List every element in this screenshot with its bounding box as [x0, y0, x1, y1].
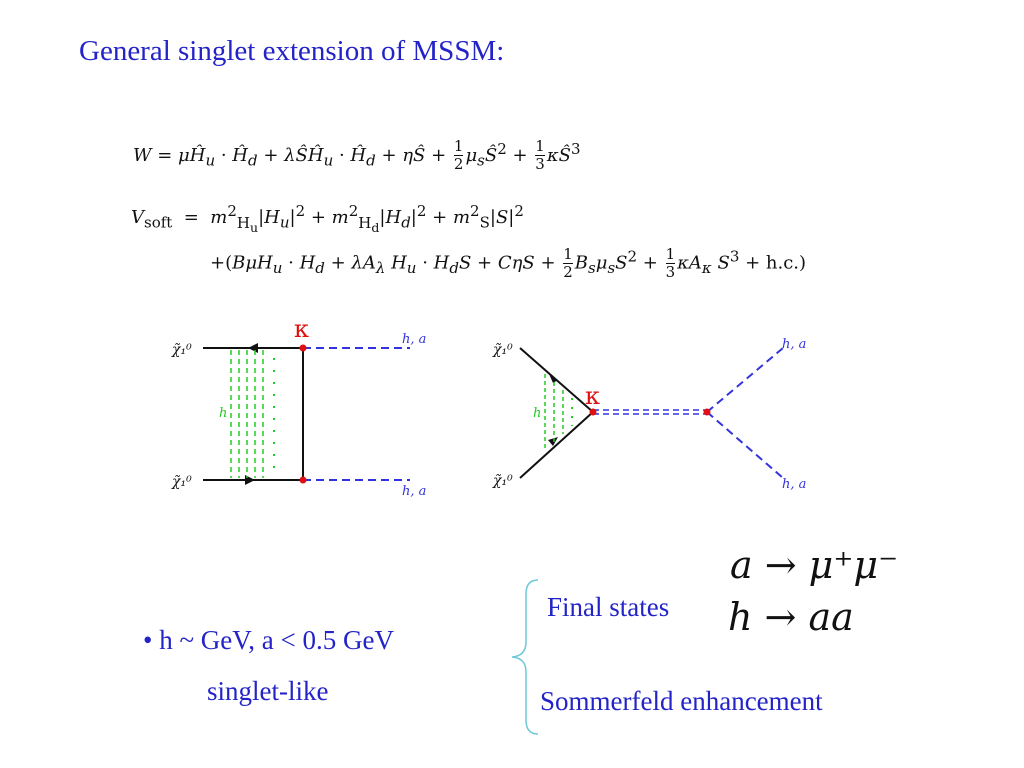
arrow-bottom: [548, 437, 558, 446]
sommerfeld-label: Sommerfeld enhancement: [540, 686, 823, 716]
vertex-diagram: κ χ̃₁⁰ χ̃₁⁰ h h, a h, a: [492, 337, 806, 492]
fermion-line-bottom: [519, 411, 594, 479]
arrow-top: [248, 343, 258, 353]
arrow-top: [549, 374, 558, 383]
kappa-vertex-top: [299, 344, 307, 352]
box-diagram: κ χ̃₁⁰ χ̃₁⁰ h h, a h, a: [171, 315, 426, 499]
bullet-mass-point: • h ~ GeV, a < 0.5 GeV: [143, 625, 395, 655]
out-label-top: h, a: [782, 337, 806, 352]
higgs-label: h: [533, 406, 541, 421]
final-states-label: Final states: [547, 592, 670, 622]
neutralino-in-top: χ̃₁⁰: [171, 342, 192, 358]
neutralino-in-top: χ̃₁⁰: [492, 342, 513, 358]
kappa-label: κ: [585, 382, 600, 410]
kappa-vertex: [589, 408, 597, 416]
neutralino-in-bottom: χ̃₁⁰: [492, 473, 513, 489]
singlet-like-label: singlet-like: [207, 676, 329, 706]
out-label-bottom: h, a: [402, 484, 426, 499]
soft-potential-line2: +(BμHu · Hd + λAλ Hu · HdS + CηS + 1 2 Bsμ…: [210, 245, 807, 281]
neutralino-in-bottom: χ̃₁⁰: [171, 474, 192, 490]
vertex-bottom: [299, 476, 307, 484]
out-label-top: h, a: [402, 332, 426, 347]
decay-vertex: [703, 408, 711, 416]
scalar-out-top: [706, 347, 784, 413]
soft-potential-line1: Vsoft = m2Hu|Hu|2 + m2Hd|Hd|2 + m2S|S|2: [131, 202, 524, 235]
higgs-exchange-lines: [544, 374, 564, 450]
scalar-out-bottom: [706, 411, 784, 479]
slide-title: General singlet extension of MSSM:: [79, 35, 505, 67]
higgs-label: h: [219, 406, 227, 421]
decay-a-to-muons: a → μ⁺μ⁻: [730, 543, 899, 587]
superpotential-W: W = μĤu · Ĥd + λŜĤu · Ĥd + ηŜ + 1 2 μsŜ2 +…: [133, 137, 581, 173]
higgs-ladder: [230, 350, 264, 478]
kappa-label: κ: [294, 315, 309, 343]
curly-brace: [511, 579, 539, 735]
superpotential-equation: W = μĤu · Ĥd + λŜĤu · Ĥd + ηŜ + 1 2 μsŜ2 +…: [133, 138, 581, 173]
out-label-bottom: h, a: [782, 477, 806, 492]
decay-h-to-aa: h → aa: [728, 595, 854, 639]
